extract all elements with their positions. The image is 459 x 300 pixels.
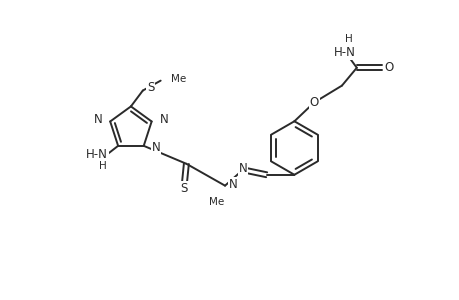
Text: H-N: H-N (86, 148, 108, 161)
Text: N: N (93, 113, 102, 126)
Text: N: N (151, 141, 160, 154)
Text: S: S (146, 81, 154, 94)
Text: H-N: H-N (333, 46, 355, 59)
Text: H: H (344, 34, 352, 44)
Text: H: H (99, 161, 107, 171)
Text: Me: Me (209, 196, 224, 206)
Text: O: O (309, 96, 318, 109)
Text: N: N (238, 162, 247, 175)
Text: N: N (229, 178, 237, 191)
Text: O: O (383, 61, 392, 74)
Text: S: S (180, 182, 188, 195)
Text: N: N (159, 113, 168, 126)
Text: Me: Me (170, 74, 185, 84)
